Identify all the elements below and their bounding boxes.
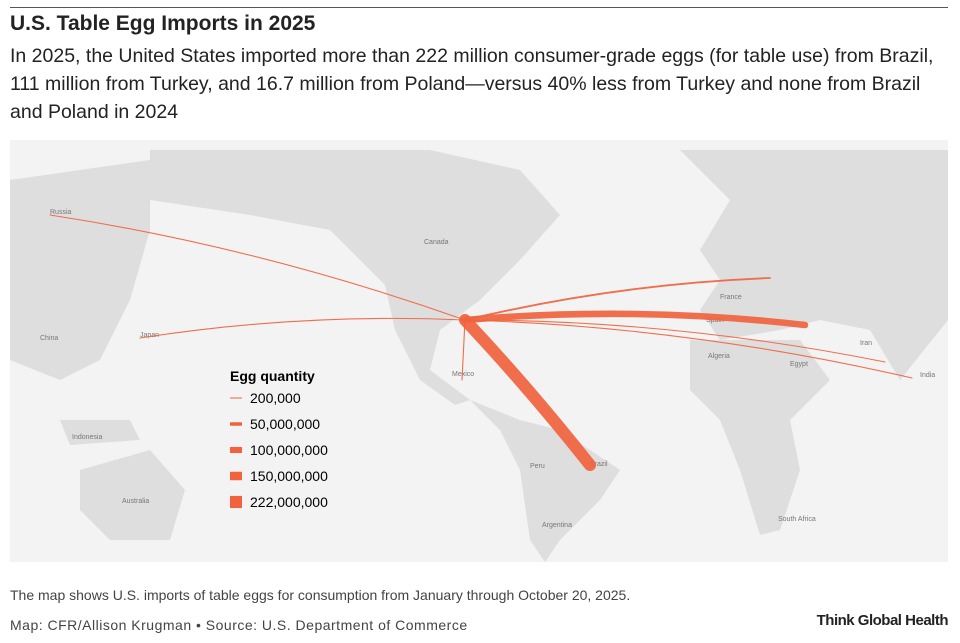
country-label: Egypt	[790, 361, 808, 368]
flow-line	[461, 310, 809, 329]
subtitle: In 2025, the United States imported more…	[10, 45, 934, 123]
flow-line	[49, 214, 466, 321]
country-label: Argentina	[542, 522, 572, 529]
top-rule	[10, 7, 948, 8]
note: The map shows U.S. imports of table eggs…	[10, 587, 631, 603]
legend-label: 150,000,000	[250, 468, 328, 484]
country-label: Russia	[50, 209, 72, 216]
legend-title: Egg quantity	[230, 368, 315, 384]
country-label: Algeria	[708, 353, 730, 360]
country-label: Japan	[140, 332, 159, 339]
flow-line	[464, 277, 771, 321]
country-label: Spain	[706, 317, 724, 324]
flow-line	[461, 319, 466, 381]
country-label: China	[40, 335, 58, 342]
flow-line	[139, 317, 466, 339]
country-label: France	[720, 294, 742, 301]
flow-line	[464, 319, 913, 379]
flow-line	[464, 319, 886, 363]
title: U.S. Table Egg Imports in 2025	[10, 12, 316, 35]
country-label: India	[920, 372, 935, 379]
country-label: Australia	[122, 498, 149, 505]
country-label: Peru	[530, 463, 545, 470]
country-label: Brazil	[590, 461, 608, 468]
country-label: Mexico	[452, 371, 474, 378]
legend-label: 200,000	[250, 390, 301, 406]
country-label: Canada	[424, 239, 449, 246]
country-label: Indonesia	[72, 434, 102, 441]
legend-label: 50,000,000	[250, 416, 320, 432]
credit: Map: CFR/Allison Krugman • Source: U.S. …	[10, 617, 468, 633]
country-label: South Africa	[778, 516, 816, 523]
country-label: Iran	[860, 340, 872, 347]
flow-line	[458, 313, 597, 472]
brand: Think Global Health	[816, 612, 949, 629]
legend-label: 222,000,000	[250, 494, 328, 510]
legend-label: 100,000,000	[250, 442, 328, 458]
